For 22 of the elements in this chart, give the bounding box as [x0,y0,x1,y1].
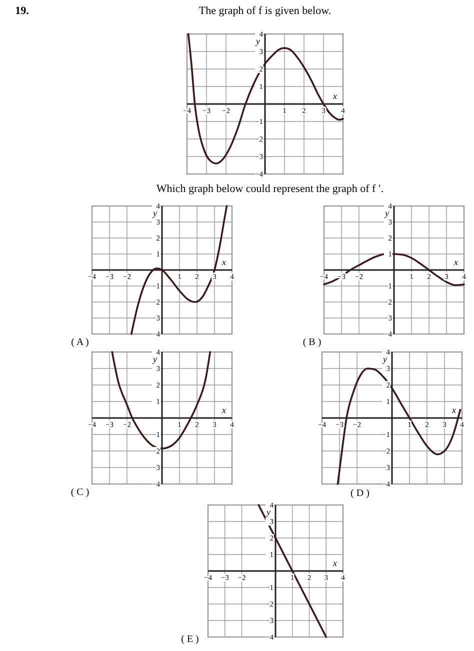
text: ( D ) [350,488,370,499]
x-axis-title: x [453,257,458,267]
x-axis-title: x [451,405,456,415]
y-axis-title: y [266,507,270,517]
x-axis-title: x [332,91,337,101]
y-axis-title: y [384,208,389,218]
text: ( A ) [71,337,89,348]
x-axis-title: x [332,558,337,568]
chart-title: The graph of f is given below. [198,5,332,17]
y-axis-title: y [255,36,260,46]
x-axis-title: x [221,405,226,415]
line-series [130,205,228,335]
text: ( B ) [302,337,322,348]
y-axis-title: y [382,354,387,364]
text: 19. [15,5,30,17]
y-axis-title: y [152,208,157,218]
text: ( C ) [70,487,90,498]
text: Which graph below could represent the graph of f ′. [156,183,384,195]
y-axis-title: y [152,354,157,364]
x-axis-title: x [221,257,226,267]
text: ( E ) [181,634,199,645]
line-series [336,368,462,485]
